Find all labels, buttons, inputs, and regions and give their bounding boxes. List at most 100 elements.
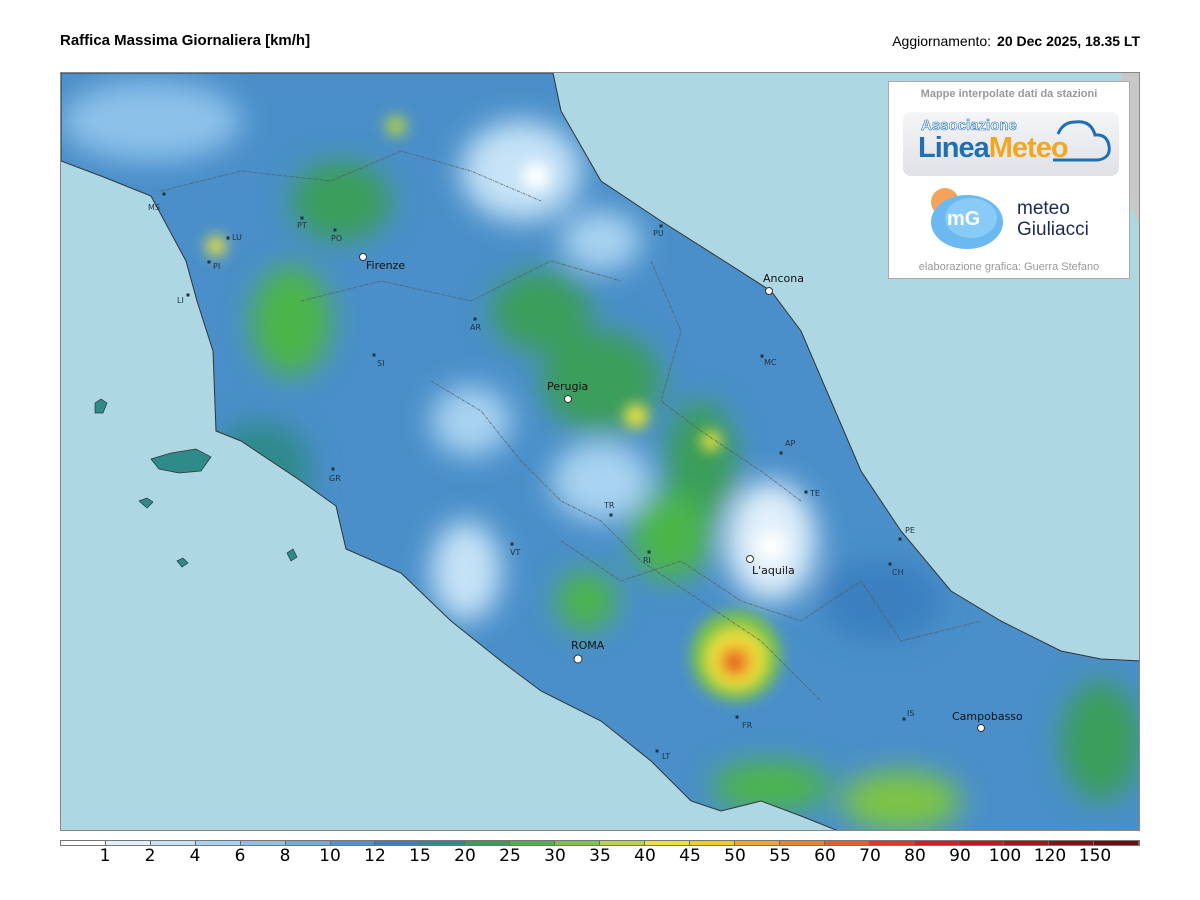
province-label-pi: PI [213,262,221,271]
island-capraia [94,398,108,414]
colorbar-tick-label: 1 [99,846,111,866]
province-label-lt: LT [662,752,671,761]
colorbar-segment [869,841,915,845]
province-marker [333,228,337,232]
province-label-ch: CH [892,568,904,577]
lineameteo-logo-small: Associazione [921,117,1017,135]
lineameteo-logo-linea: Linea [918,132,990,164]
colorbar-segment [105,841,151,845]
colorbar-tick-label: 15 [409,846,431,866]
colorbar-tick-label: 20 [454,846,476,866]
colorbar-tick-label: 150 [1078,846,1112,866]
province-marker [804,490,808,494]
province-label-fr: FR [742,721,753,730]
meteogiuliacci-logo-text: meteo Giuliacci [1017,198,1089,240]
city-label-laquila: L'aquila [752,564,795,577]
province-marker [647,550,651,554]
city-marker-campobasso [977,724,985,732]
colorbar-tick-label: 12 [364,846,386,866]
island-elba [150,448,212,474]
province-marker [659,224,663,228]
lineameteo-logo: Associazione LineaMeteo [903,112,1119,176]
colorbar-tick-label: 120 [1033,846,1067,866]
province-marker [898,537,902,541]
logo-text-line2: Giuliacci [1017,219,1089,240]
province-label-pu: PU [653,229,664,238]
colorbar-tick-label: 90 [949,846,971,866]
province-marker [735,715,739,719]
colorbar-segment [330,841,376,845]
city-marker-roma [573,654,583,664]
province-label-te: TE [810,489,820,498]
colorbar-tick-label: 8 [279,846,291,866]
colorbar-segment [689,841,735,845]
colorbar-segment [914,841,960,845]
update-label: Aggiornamento: [892,33,992,49]
meteogiuliacci-logo-icon: mG [927,186,1005,250]
colorbar-segment [555,841,601,845]
colorbar-tick-label: 60 [814,846,836,866]
colorbar-tick-label: 100 [988,846,1022,866]
colorbar-segment [1094,841,1140,845]
province-marker [609,513,613,517]
logo-text-line1: meteo [1017,198,1070,219]
province-marker [888,562,892,566]
province-label-gr: GR [329,474,341,483]
colorbar-segment [465,841,511,845]
city-label-roma: ROMA [571,639,605,652]
colorbar-tick-label: 10 [319,846,341,866]
province-marker [510,542,514,546]
city-marker-ancona [765,287,773,295]
province-marker [473,317,477,321]
credits-box: Mappe interpolate dati da stazioni Assoc… [888,81,1130,279]
wind-gust-map[interactable]: Firenze Ancona Perugia ROMA L'aquila Cam… [60,72,1140,831]
colorbar-segment [285,841,331,845]
colorbar-tick-label: 45 [679,846,701,866]
colorbar-segment [420,841,466,845]
colorbar-segment [150,841,196,845]
map-title: Raffica Massima Giornaliera [km/h] [60,32,311,49]
small-islands [138,497,298,568]
credits-footer: elaborazione grafica: Guerra Stefano [918,261,1100,273]
province-label-tr: TR [604,501,615,510]
province-marker [331,467,335,471]
colorbar-segment [734,841,780,845]
colorbar-tick-label: 55 [769,846,791,866]
mg-mark: mG [947,208,981,230]
province-label-is: IS [907,709,915,718]
colorbar-segment [1049,841,1095,845]
colorbar-tick-label: 35 [589,846,611,866]
province-marker [226,236,230,240]
province-marker [162,192,166,196]
colorbar-tick-label: 6 [234,846,246,866]
province-label-ar: AR [470,323,482,332]
colorbar-segment [61,841,106,845]
colorbar-segment [959,841,1005,845]
lineameteo-logo-meteo: Meteo [988,132,1069,164]
city-label-firenze: Firenze [366,259,406,272]
colorbar-segment [375,841,421,845]
province-label-mc: MC [764,358,777,367]
colorbar-segment [1004,841,1050,845]
colorbar-segment [779,841,825,845]
colorbar-tick-label: 2 [144,846,156,866]
city-label-campobasso: Campobasso [952,710,1023,723]
credits-heading: Mappe interpolate dati da stazioni [920,88,1098,100]
region-borders [160,150,982,702]
province-marker [655,749,659,753]
province-marker [372,353,376,357]
colorbar-tick-label: 50 [724,846,746,866]
colorbar-tick-label: 40 [634,846,656,866]
province-marker [207,260,211,264]
province-marker [760,354,764,358]
cloud-icon [1053,120,1111,162]
city-marker-laquila [746,555,754,563]
colorbar-tick-label: 70 [859,846,881,866]
colorbar [60,840,1140,846]
province-label-li: LI [177,296,184,305]
city-marker-firenze [359,253,367,261]
province-label-vt: VT [510,548,521,557]
province-label-pe: PE [905,526,915,535]
city-label-perugia: Perugia [547,380,589,393]
province-marker [300,216,304,220]
